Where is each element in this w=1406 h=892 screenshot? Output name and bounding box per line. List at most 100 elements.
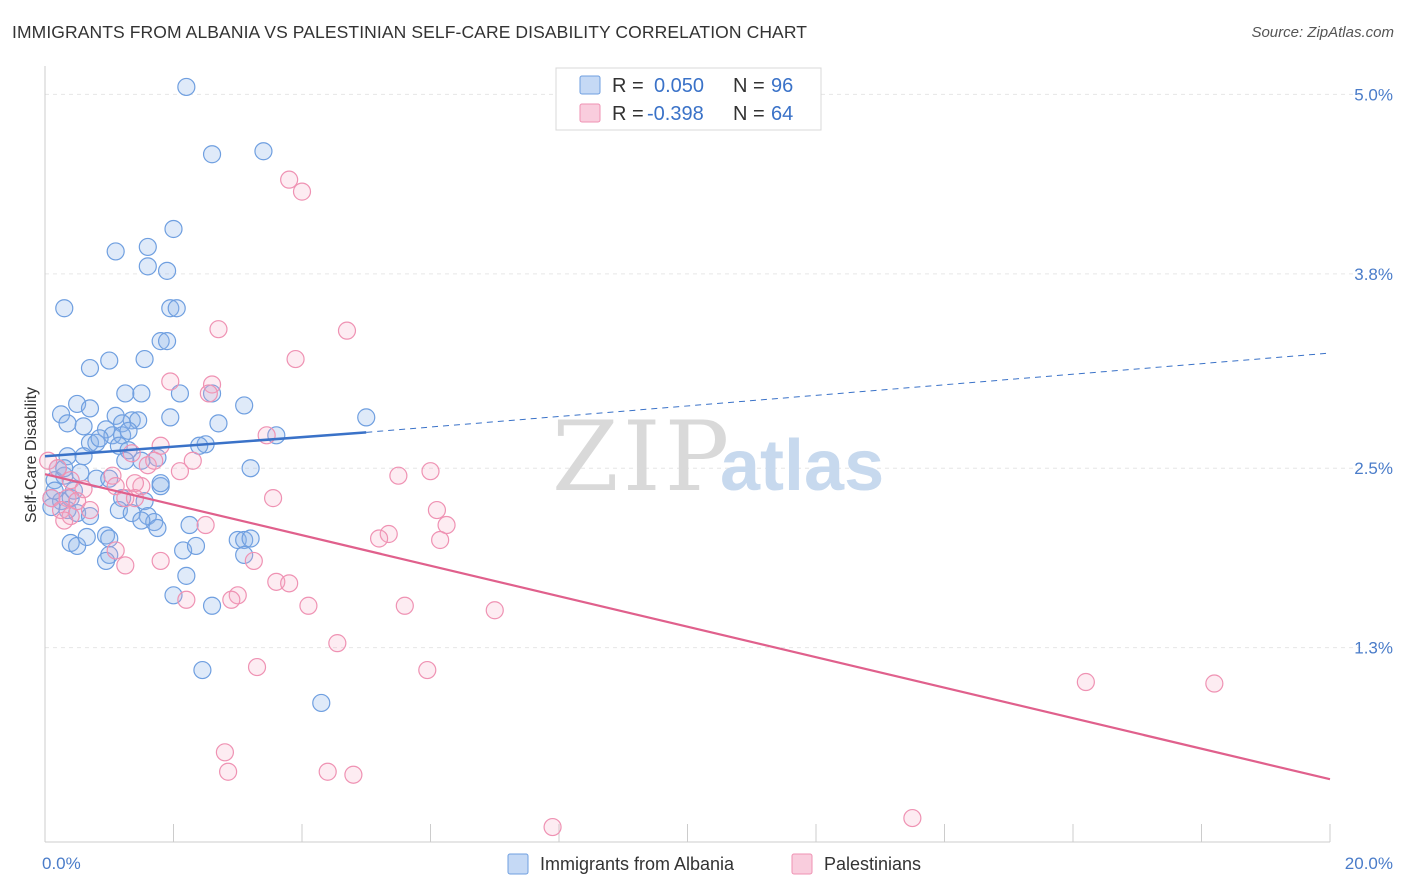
palestinian-point-49 — [299, 596, 318, 615]
albania-point-83 — [177, 566, 196, 585]
palestinian-point-37 — [370, 529, 389, 548]
palestinian-point-53 — [247, 657, 267, 677]
palestinian-point-57 — [215, 743, 234, 762]
correlation-legend: R = 0.050 N = 96 R = -0.398 N = 64 — [555, 67, 822, 131]
albania-point-45 — [148, 448, 167, 467]
albania-point-74 — [77, 527, 96, 547]
legend-r-label-albania: R = — [612, 75, 644, 97]
palestinian-point-14 — [103, 466, 122, 485]
palestinian-point-48 — [177, 590, 196, 609]
y-tick-label-3: 5.0% — [1354, 85, 1393, 104]
albania-point-14 — [80, 358, 100, 378]
palestinian-point-51 — [485, 601, 504, 620]
bottom-legend-swatch-palestinian — [791, 853, 813, 875]
albania-point-2 — [254, 142, 273, 161]
albania-point-22 — [235, 396, 254, 415]
albania-point-95 — [132, 511, 151, 530]
palestinian-point-2 — [209, 320, 228, 339]
albania-point-30 — [74, 417, 93, 436]
palestinian-point-30 — [51, 500, 71, 520]
legend-r-label-palestinian: R = — [612, 103, 644, 125]
palestinian-point-55 — [1205, 674, 1224, 693]
palestinian-point-26 — [68, 492, 87, 511]
points-palestinian — [39, 170, 1224, 837]
palestinian-point-23 — [125, 474, 145, 493]
legend-n-label-palestinian: N = — [733, 103, 765, 125]
albania-point-92 — [119, 421, 138, 440]
legend-n-label-albania: N = — [733, 75, 765, 97]
albania-point-86 — [193, 660, 212, 680]
albania-point-13 — [135, 349, 154, 369]
palestinian-point-42 — [151, 551, 170, 571]
palestinian-point-17 — [421, 462, 440, 481]
albania-point-8 — [55, 299, 74, 318]
palestinian-point-10 — [122, 444, 141, 463]
albania-point-79 — [186, 536, 206, 556]
palestinian-point-0 — [280, 170, 299, 189]
albania-point-90 — [151, 474, 170, 493]
y-tick-label-2: 3.8% — [1354, 265, 1393, 284]
palestinian-point-50 — [395, 596, 414, 615]
legend-n-value-albania: 96 — [771, 75, 793, 97]
palestinian-point-4 — [286, 349, 305, 369]
albania-point-46 — [116, 451, 135, 470]
albania-point-70 — [96, 526, 116, 545]
y-axis-label: Self-Care Disability — [23, 387, 40, 523]
albania-point-11 — [151, 332, 170, 351]
watermark-zip: ZIP — [552, 401, 733, 513]
albania-trend-extension — [366, 352, 1331, 433]
legend-r-value-palestinian: -0.398 — [647, 103, 704, 125]
palestinian-point-62 — [903, 808, 922, 828]
albania-point-82 — [235, 545, 254, 565]
palestinian-point-16 — [389, 466, 408, 485]
albania-point-77 — [241, 529, 260, 548]
y-tick-labels: 1.3% 2.5% 3.8% 5.0% — [1354, 85, 1393, 657]
x-tick-labels: 0.0% 20.0% — [42, 854, 1393, 873]
albania-trend-line — [44, 431, 367, 458]
albania-point-10 — [167, 299, 186, 318]
albania-point-85 — [202, 596, 222, 615]
bottom-legend-label-palestinian: Palestinians — [824, 854, 921, 874]
y-tick-label-0: 1.3% — [1354, 639, 1393, 658]
albania-point-28 — [161, 408, 180, 427]
palestinian-point-32 — [80, 500, 100, 520]
palestinian-point-59 — [318, 762, 337, 781]
bottom-legend-swatch-albania — [507, 853, 529, 875]
albania-point-0 — [177, 77, 196, 97]
albania-point-6 — [138, 257, 157, 276]
legend-n-value-palestinian: 64 — [771, 103, 793, 125]
source-credit: Source: ZipAtlas.com — [1251, 24, 1394, 41]
series-legend: Immigrants from Albania Palestinians — [507, 853, 921, 875]
palestinian-point-1 — [292, 182, 312, 201]
albania-point-17 — [132, 384, 151, 403]
albania-point-9 — [161, 299, 180, 318]
palestinian-trend-line — [44, 473, 1331, 781]
palestinian-point-56 — [1076, 672, 1095, 692]
albania-point-63 — [80, 506, 100, 526]
legend-r-value-albania: 0.050 — [654, 75, 704, 97]
palestinian-point-45 — [280, 574, 299, 593]
palestinian-point-40 — [106, 541, 125, 560]
albania-point-12 — [157, 332, 177, 351]
albania-point-29 — [357, 408, 376, 427]
albania-point-43 — [74, 447, 93, 466]
palestinian-point-54 — [418, 660, 437, 680]
legend-swatch-palestinian — [579, 103, 601, 123]
palestinian-point-13 — [145, 451, 164, 470]
palestinian-point-24 — [42, 489, 61, 508]
albania-point-76 — [235, 530, 254, 550]
bottom-legend-label-albania: Immigrants from Albania — [540, 854, 735, 874]
albania-point-3 — [164, 219, 183, 239]
grid-lines — [45, 93, 1365, 649]
albania-point-7 — [157, 261, 177, 280]
albania-point-24 — [58, 414, 77, 433]
albania-point-93 — [90, 429, 109, 448]
albania-point-21 — [80, 399, 100, 418]
palestinian-point-36 — [379, 524, 398, 544]
palestinian-point-35 — [437, 515, 456, 535]
albania-point-68 — [148, 518, 167, 538]
palestinian-point-61 — [543, 817, 562, 837]
albania-point-69 — [180, 515, 199, 535]
albania-point-52 — [241, 459, 260, 478]
